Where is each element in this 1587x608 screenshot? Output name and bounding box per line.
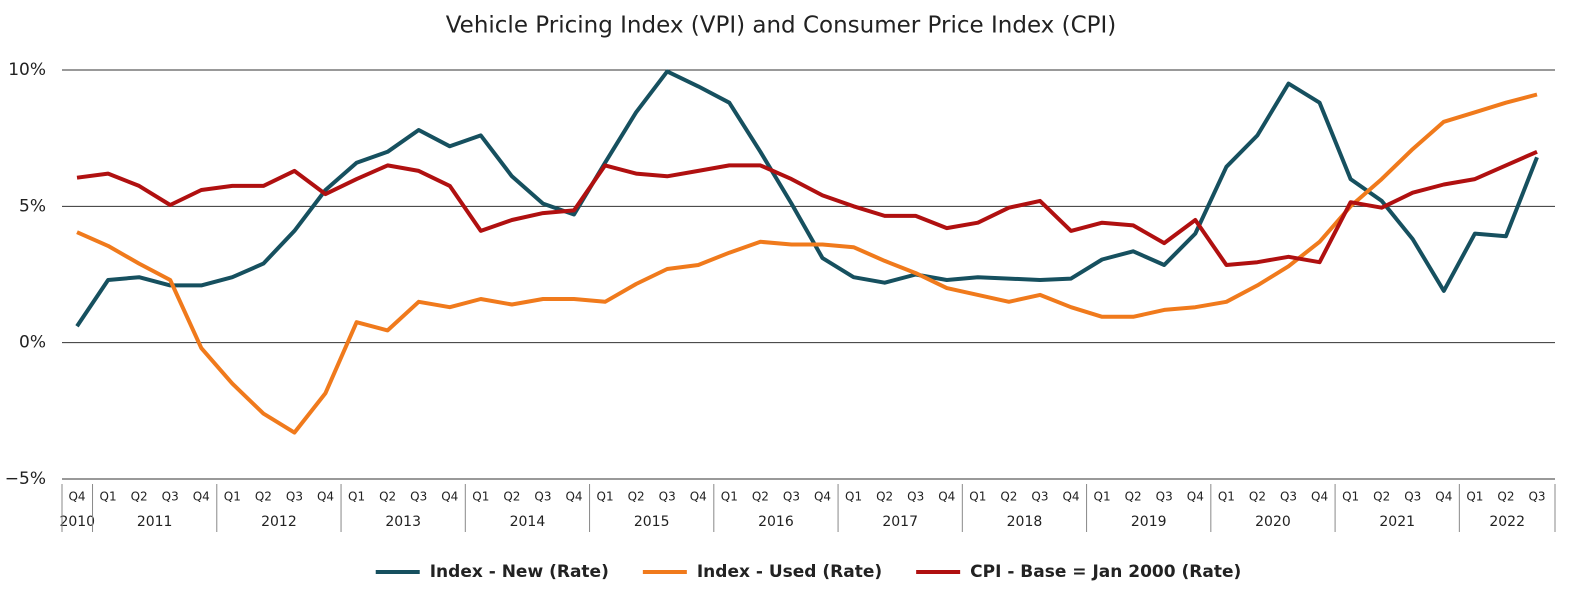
series-line xyxy=(75,69,1539,328)
x-tick-label: Q3 xyxy=(162,490,179,504)
x-tick-label: Q3 xyxy=(1404,490,1421,504)
year-label: 2012 xyxy=(261,514,297,530)
x-tick-label: Q2 xyxy=(503,490,520,504)
year-label: 2018 xyxy=(1007,514,1043,530)
x-tick-label: Q2 xyxy=(628,490,645,504)
x-tick-label: Q3 xyxy=(1280,490,1297,504)
x-tick-label: Q4 xyxy=(68,490,85,504)
x-tick-label: Q2 xyxy=(752,490,769,504)
x-tick-label: Q4 xyxy=(1062,490,1079,504)
x-tick-label: Q3 xyxy=(1528,490,1545,504)
year-label: 2013 xyxy=(385,514,421,530)
x-tick-label: Q1 xyxy=(1218,490,1235,504)
x-tick-label: Q4 xyxy=(565,490,582,504)
y-tick-label: 0% xyxy=(19,333,46,353)
x-tick-label: Q3 xyxy=(1156,490,1173,504)
x-tick-label: Q4 xyxy=(938,490,955,504)
x-tick-label: Q2 xyxy=(255,490,272,504)
x-tick-label: Q2 xyxy=(1000,490,1017,504)
year-label: 2017 xyxy=(882,514,918,530)
year-label: 2011 xyxy=(137,514,173,530)
year-label: 2019 xyxy=(1131,514,1167,530)
x-tick-label: Q4 xyxy=(814,490,831,504)
x-tick-label: Q1 xyxy=(100,490,117,504)
series-line xyxy=(76,92,1538,435)
legend-label: Index - Used (Rate) xyxy=(697,562,882,582)
x-tick-label: Q1 xyxy=(472,490,489,504)
x-tick-label: Q4 xyxy=(193,490,210,504)
x-tick-label: Q2 xyxy=(1249,490,1266,504)
x-tick-label: Q2 xyxy=(1373,490,1390,504)
x-tick-label: Q1 xyxy=(348,490,365,504)
x-tick-label: Q2 xyxy=(1125,490,1142,504)
x-tick-label: Q4 xyxy=(317,490,334,504)
x-tick-label: Q1 xyxy=(597,490,614,504)
x-tick-label: Q1 xyxy=(224,490,241,504)
x-tick-label: Q3 xyxy=(286,490,303,504)
x-tick-label: Q2 xyxy=(876,490,893,504)
x-tick-label: Q1 xyxy=(969,490,986,504)
x-tick-label: Q2 xyxy=(379,490,396,504)
x-tick-label: Q4 xyxy=(1187,490,1204,504)
year-label: 2020 xyxy=(1255,514,1291,530)
x-tick-label: Q1 xyxy=(845,490,862,504)
year-label: 2014 xyxy=(510,514,546,530)
year-label: 2015 xyxy=(634,514,670,530)
x-tick-label: Q3 xyxy=(534,490,551,504)
x-tick-label: Q4 xyxy=(1311,490,1328,504)
x-tick-label: Q3 xyxy=(659,490,676,504)
x-tick-label: Q1 xyxy=(1342,490,1359,504)
year-label: 2016 xyxy=(758,514,794,530)
year-label: 2022 xyxy=(1489,514,1525,530)
year-label: 2010 xyxy=(59,514,95,530)
x-tick-label: Q3 xyxy=(783,490,800,504)
x-tick-label: Q2 xyxy=(1497,490,1514,504)
legend-label: CPI - Base = Jan 2000 (Rate) xyxy=(970,562,1241,582)
y-tick-label: −5% xyxy=(5,469,46,489)
x-tick-label: Q4 xyxy=(441,490,458,504)
x-tick-label: Q4 xyxy=(690,490,707,504)
y-tick-label: 5% xyxy=(19,196,46,216)
x-tick-label: Q4 xyxy=(1435,490,1452,504)
x-tick-label: Q3 xyxy=(907,490,924,504)
series-line xyxy=(76,149,1538,267)
x-tick-label: Q1 xyxy=(1094,490,1111,504)
y-tick-label: 10% xyxy=(8,60,46,80)
x-tick-label: Q3 xyxy=(410,490,427,504)
year-label: 2021 xyxy=(1379,514,1415,530)
x-tick-label: Q1 xyxy=(721,490,738,504)
x-tick-label: Q1 xyxy=(1466,490,1483,504)
x-tick-label: Q3 xyxy=(1031,490,1048,504)
x-tick-label: Q2 xyxy=(131,490,148,504)
legend-label: Index - New (Rate) xyxy=(430,562,609,582)
chart-title: Vehicle Pricing Index (VPI) and Consumer… xyxy=(446,13,1117,39)
